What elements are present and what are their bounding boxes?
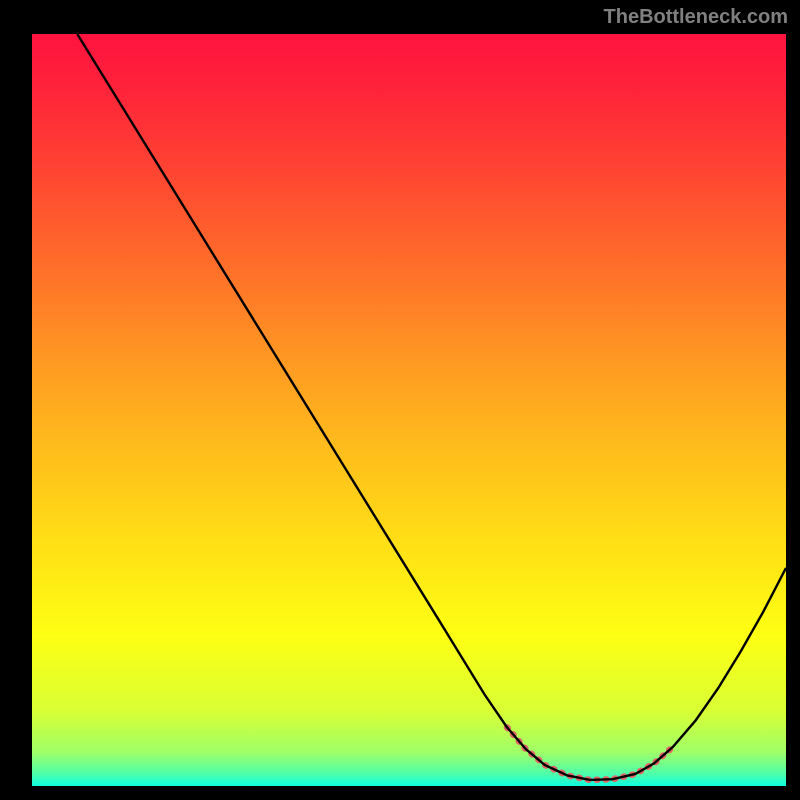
plot-frame (0, 0, 800, 800)
attribution-text: TheBottleneck.com (604, 6, 788, 29)
curve-layer (32, 34, 786, 786)
plot-area (32, 34, 786, 786)
main-curve (77, 34, 786, 780)
